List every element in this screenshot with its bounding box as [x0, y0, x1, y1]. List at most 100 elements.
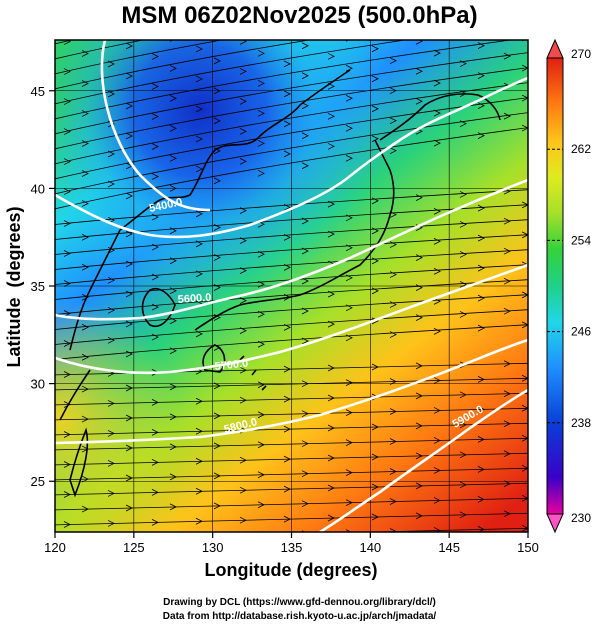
wind-arrow: [327, 142, 335, 150]
wind-arrow: [327, 112, 335, 120]
wind-arrow: [152, 23, 158, 29]
wind-arrow: [151, 273, 159, 281]
wind-arrow: [107, 430, 115, 437]
wind-arrow: [257, 501, 265, 509]
wind-arrow: [151, 173, 159, 180]
x-tick-label: 140: [359, 540, 381, 555]
wind-arrow: [257, 250, 265, 258]
wind-arrow: [125, 72, 133, 80]
wind-arrow: [283, 455, 291, 463]
wind-arrow: [107, 460, 115, 467]
wind-arrow: [169, 443, 177, 451]
x-tick-label: 150: [517, 540, 539, 555]
wind-arrow: [214, 28, 220, 34]
wind-arrow: [283, 425, 291, 433]
wind-arrow: [477, 204, 485, 212]
colorbar-tick-label: 246: [571, 325, 591, 339]
wind-arrow: [107, 150, 115, 158]
wind-arrow: [415, 512, 423, 520]
wind-arrow: [195, 397, 203, 405]
wind-arrow: [151, 143, 159, 150]
wind-arrow: [151, 113, 159, 120]
wind-arrow: [415, 194, 423, 202]
wind-arrow: [169, 227, 177, 235]
wind-arrow: [169, 125, 177, 132]
wind-arrow: [521, 374, 528, 382]
wind-arrow: [371, 423, 379, 431]
wind-arrow: [415, 40, 423, 45]
wind-arrow: [257, 169, 265, 177]
wind-arrow: [63, 128, 71, 135]
wind-arrow: [301, 247, 309, 255]
wind-arrow: [346, 5, 352, 11]
wind-arrow: [283, 90, 291, 98]
wind-arrow: [301, 410, 309, 418]
wind-arrow: [63, 250, 71, 257]
wind-arrow: [371, 227, 379, 235]
wind-arrow: [301, 42, 309, 50]
colorbar-tick-label: 238: [571, 416, 591, 430]
wind-arrow: [81, 80, 89, 87]
wind-arrow: [503, 510, 511, 518]
wind-arrow: [433, 297, 441, 305]
wind-arrow: [107, 490, 115, 497]
wind-arrow: [415, 422, 423, 430]
wind-arrow: [257, 139, 265, 147]
wind-arrow: [521, 321, 528, 329]
streamline: [55, 309, 528, 345]
wind-arrow: [372, 16, 378, 22]
x-tick-label: 135: [281, 540, 303, 555]
wind-arrow: [301, 337, 309, 345]
wind-arrow: [239, 327, 247, 334]
wind-arrow: [503, 247, 511, 255]
wind-arrow: [195, 105, 203, 113]
wind-arrow: [301, 500, 309, 508]
colorbar-max-triangle: [546, 38, 564, 59]
wind-arrow: [389, 271, 397, 278]
wind-arrow: [415, 452, 423, 460]
streamline: [55, 294, 528, 330]
wind-arrow: [327, 394, 335, 402]
wind-arrow: [239, 237, 247, 244]
wind-arrow: [389, 498, 397, 505]
wind-arrow: [81, 293, 89, 301]
wind-arrow: [239, 456, 247, 464]
wind-arrow: [345, 529, 352, 532]
wind-arrow: [371, 105, 379, 113]
wind-arrow: [63, 521, 71, 528]
wind-arrow: [125, 42, 133, 50]
y-tick-label: 30: [31, 377, 45, 392]
wind-arrow: [151, 213, 159, 221]
wind-arrow: [345, 334, 353, 342]
wind-arrow: [301, 102, 309, 110]
wind-arrow: [63, 40, 71, 45]
wind-arrow: [81, 353, 89, 361]
streamline: [55, 249, 528, 285]
wind-arrow: [389, 408, 397, 415]
wind-arrow: [477, 496, 485, 503]
wind-arrow: [389, 117, 397, 125]
wind-arrow: [63, 188, 71, 195]
wind-arrow: [345, 439, 353, 446]
colorbar-tick-label: 262: [571, 142, 591, 156]
wind-arrow: [195, 457, 203, 465]
wind-arrow: [477, 42, 485, 49]
wind-arrow: [433, 207, 441, 215]
wind-arrow: [107, 90, 115, 98]
wind-arrow: [433, 49, 441, 57]
wind-arrow: [371, 197, 379, 205]
wind-arrow: [257, 310, 265, 318]
wind-arrow: [503, 420, 511, 428]
wind-arrow: [283, 485, 291, 493]
wind-arrow: [433, 79, 441, 87]
wind-arrow: [213, 57, 221, 65]
wind-arrow: [239, 207, 247, 214]
contour-label-5700: 5700.0: [214, 358, 249, 373]
wind-arrow: [301, 470, 309, 478]
wind-arrow: [63, 431, 71, 438]
wind-arrow: [477, 234, 485, 242]
wind-arrow: [459, 60, 467, 68]
wind-arrow: [151, 303, 159, 311]
wind-arrow: [239, 516, 247, 524]
